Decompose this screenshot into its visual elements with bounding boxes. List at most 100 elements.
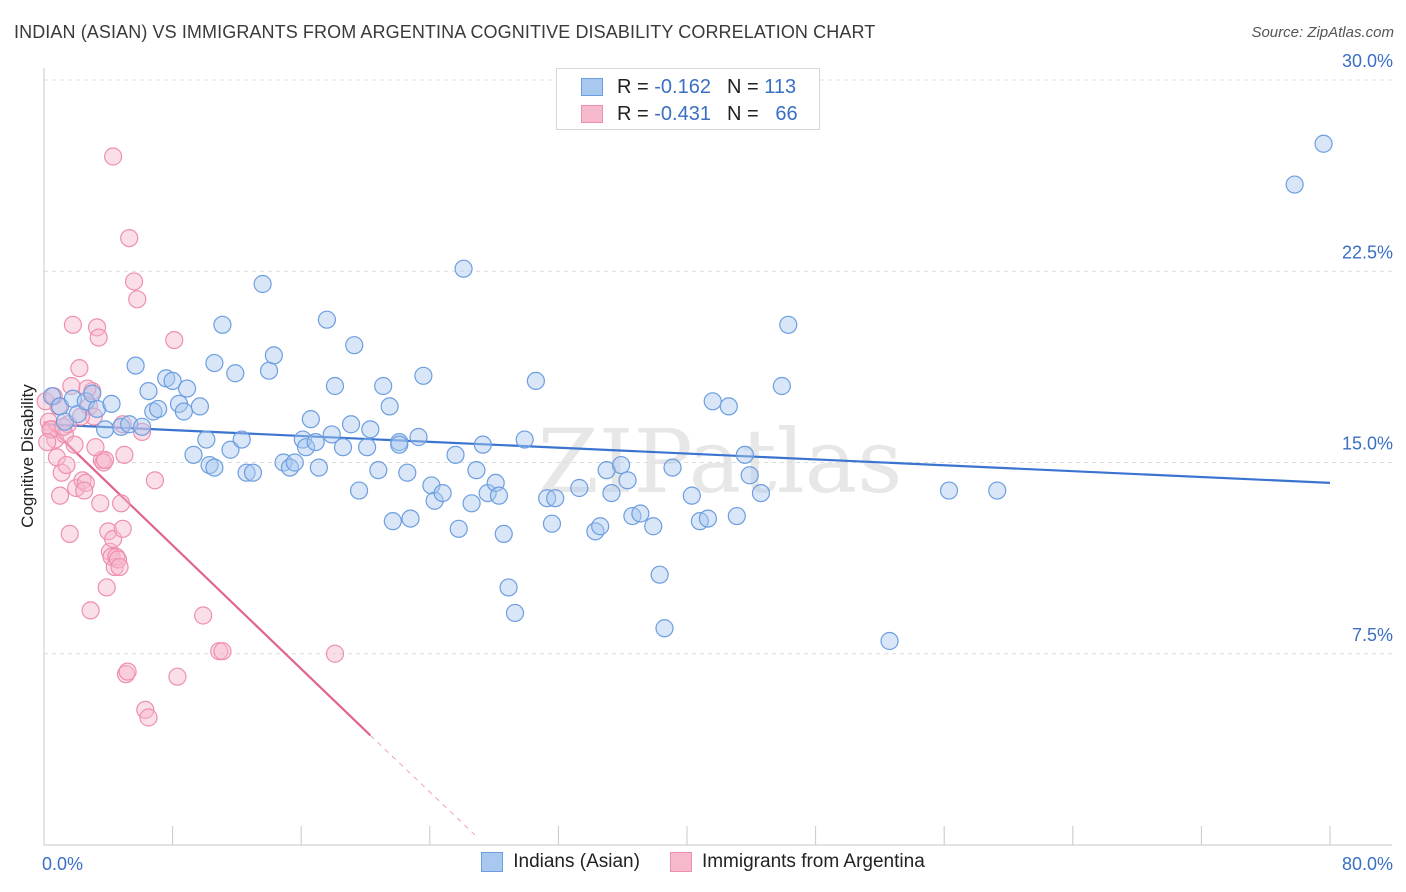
point-argentina xyxy=(81,601,100,620)
point-indians xyxy=(174,402,193,421)
r-label: R = xyxy=(617,102,649,125)
point-argentina xyxy=(65,435,84,454)
point-argentina xyxy=(115,445,134,464)
r-label: R = xyxy=(617,75,649,98)
point-indians xyxy=(719,397,738,416)
point-indians xyxy=(221,440,240,459)
legend-label-indians: Indians (Asian) xyxy=(513,851,640,872)
point-indians xyxy=(546,489,565,508)
point-indians xyxy=(126,356,145,375)
point-argentina xyxy=(145,471,165,490)
r-value: -0.162 xyxy=(654,75,711,98)
legend-swatch-pink xyxy=(669,852,692,872)
point-indians xyxy=(618,471,637,490)
series-indians-points xyxy=(42,134,1333,651)
point-argentina xyxy=(112,494,131,513)
point-indians xyxy=(383,512,402,531)
point-indians xyxy=(345,336,364,355)
point-indians xyxy=(446,445,465,464)
point-indians xyxy=(232,430,251,449)
point-indians xyxy=(380,397,399,416)
point-indians xyxy=(259,361,279,380)
n-label: N = xyxy=(726,102,759,125)
x-tick-label: 0.0% xyxy=(42,854,83,874)
point-argentina xyxy=(60,524,79,544)
point-argentina xyxy=(104,147,123,166)
r-value: -0.431 xyxy=(654,102,711,125)
axes xyxy=(43,68,1392,846)
point-indians xyxy=(149,399,168,419)
point-indians xyxy=(83,384,102,403)
point-indians xyxy=(735,445,754,464)
point-indians xyxy=(190,397,210,416)
point-indians xyxy=(361,420,380,439)
point-indians xyxy=(197,430,216,449)
point-indians xyxy=(132,417,152,436)
legend-swatch-blue xyxy=(581,78,603,96)
n-value: 113 xyxy=(764,75,797,98)
point-indians xyxy=(611,455,631,475)
point-argentina xyxy=(91,494,110,513)
point-indians xyxy=(374,376,393,396)
legend-label-argentina: Immigrants from Argentina xyxy=(701,851,925,872)
point-argentina xyxy=(50,486,70,505)
point-indians xyxy=(631,504,650,523)
point-indians xyxy=(102,394,121,413)
point-indians xyxy=(253,274,272,294)
point-indians xyxy=(602,484,621,503)
y-tick-label: 7.5% xyxy=(1352,625,1393,645)
point-indians xyxy=(280,458,300,477)
point-indians xyxy=(740,466,759,485)
point-indians xyxy=(243,463,263,482)
point-indians xyxy=(779,315,798,334)
point-argentina xyxy=(124,272,144,291)
n-label: N = xyxy=(726,75,759,98)
point-indians xyxy=(414,366,433,385)
point-indians xyxy=(597,461,616,480)
point-indians xyxy=(398,463,417,482)
point-indians xyxy=(87,399,107,419)
point-indians xyxy=(655,619,674,638)
point-argentina xyxy=(120,229,139,248)
y-tick-label: 15.0% xyxy=(1342,434,1393,454)
point-argentina xyxy=(139,708,158,727)
y-tick-label: 22.5% xyxy=(1342,242,1393,262)
point-indians xyxy=(213,315,232,334)
point-argentina xyxy=(194,606,213,625)
point-indians xyxy=(369,461,388,480)
point-argentina xyxy=(213,642,232,661)
legend-row-argentina: R = -0.431 N = 66 xyxy=(581,102,798,126)
point-indians xyxy=(163,371,182,390)
point-indians xyxy=(333,438,353,457)
point-indians xyxy=(542,514,562,533)
point-indians xyxy=(184,445,203,464)
point-indians xyxy=(505,603,525,623)
point-indians xyxy=(205,458,224,477)
point-indians xyxy=(306,433,325,452)
point-argentina xyxy=(108,550,128,569)
point-argentina xyxy=(95,450,115,470)
point-indians xyxy=(349,481,369,500)
point-indians xyxy=(285,453,304,472)
point-indians xyxy=(139,382,158,401)
point-argentina xyxy=(89,328,108,347)
point-indians xyxy=(309,458,328,477)
point-indians xyxy=(322,425,341,444)
point-indians xyxy=(467,461,486,480)
point-indians xyxy=(325,376,345,396)
point-indians xyxy=(296,438,316,457)
point-argentina xyxy=(168,667,187,686)
point-indians xyxy=(317,310,337,329)
point-argentina xyxy=(325,644,345,663)
point-argentina xyxy=(75,481,94,500)
point-indians xyxy=(341,415,361,434)
point-indians xyxy=(570,478,589,498)
point-argentina xyxy=(110,557,129,577)
point-indians xyxy=(772,376,791,396)
point-indians xyxy=(663,458,682,477)
point-argentina xyxy=(113,519,132,538)
point-indians xyxy=(644,517,663,536)
point-indians xyxy=(988,481,1007,500)
y-tick-label: 30.0% xyxy=(1342,51,1393,71)
